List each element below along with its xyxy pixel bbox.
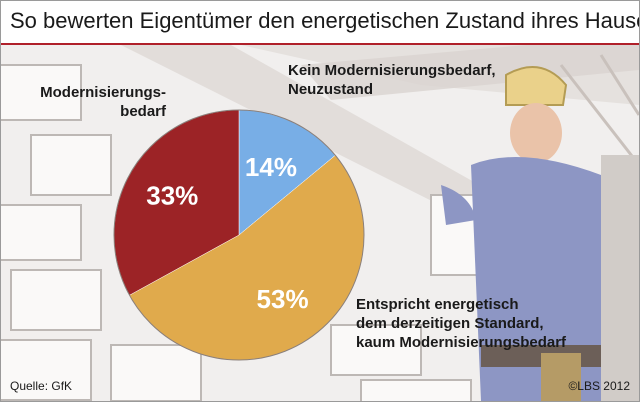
label-line: kaum Modernisierungsbedarf (356, 334, 567, 351)
chart-title: So bewerten Eigentümer den energetischen… (10, 8, 640, 33)
value-label-modernisierungsbedarf: 33% (146, 181, 198, 211)
value-label-standard: 53% (257, 284, 309, 314)
background-illustration (1, 45, 639, 401)
value-label-neuzustand: 14% (245, 152, 297, 182)
header: So bewerten Eigentümer den energetischen… (1, 1, 639, 45)
label-kein-modernisierungsbedarf: Kein Modernisierungsbedarf, Neuzustand (288, 61, 496, 99)
pie-outline (113, 109, 365, 361)
label-entspricht-standard: Entspricht energetisch dem derzeitigen S… (356, 295, 566, 352)
label-line: Neuzustand (288, 81, 374, 98)
label-line: bedarf (120, 103, 166, 120)
label-line: dem derzeitigen Standard, (356, 315, 544, 332)
label-line: Entspricht energetisch (356, 296, 519, 313)
label-line: Kein Modernisierungsbedarf, (288, 62, 496, 79)
label-line: Modernisierungs- (40, 84, 166, 101)
source-note: Quelle: GfK (10, 379, 73, 393)
copyright-note: ©LBS 2012 (568, 379, 630, 393)
label-modernisierungsbedarf: Modernisierungs- bedarf (23, 83, 166, 121)
